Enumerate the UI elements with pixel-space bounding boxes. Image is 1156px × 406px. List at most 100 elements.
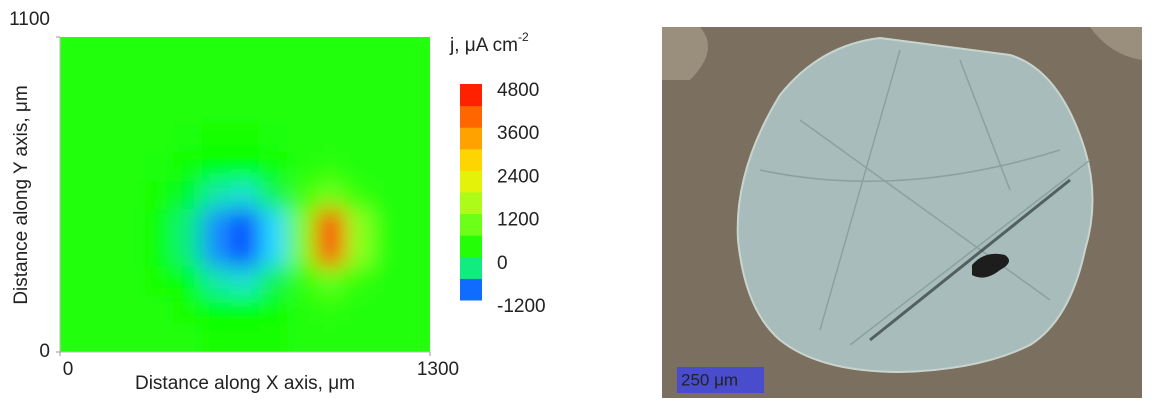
heat-cell bbox=[401, 151, 450, 181]
heat-cell bbox=[116, 65, 145, 95]
heat-cell bbox=[40, 237, 89, 267]
y-tick-label: 0 bbox=[39, 341, 50, 362]
heat-cell bbox=[316, 151, 345, 181]
heat-cell bbox=[287, 208, 316, 238]
heat-cell bbox=[401, 266, 450, 296]
heat-cell bbox=[230, 151, 259, 181]
colorbar-block bbox=[460, 84, 482, 106]
heat-cell bbox=[173, 151, 202, 181]
heat-cell bbox=[316, 17, 345, 67]
colorbar-title-main: j, μA cm bbox=[449, 35, 518, 56]
colorbar-block bbox=[460, 127, 482, 149]
colorbar-block bbox=[460, 257, 482, 279]
heat-cell bbox=[344, 180, 373, 210]
heat-cell bbox=[116, 180, 145, 210]
colorbar-tick-label: 1200 bbox=[497, 210, 539, 231]
heat-cell bbox=[202, 180, 231, 210]
heat-cell bbox=[116, 208, 145, 238]
heat-cell bbox=[344, 17, 373, 67]
heat-cell bbox=[287, 237, 316, 267]
heat-cell bbox=[401, 208, 450, 238]
heat-cell bbox=[316, 294, 345, 324]
heat-cell bbox=[88, 323, 117, 373]
heat-cell bbox=[373, 65, 402, 95]
heat-cell bbox=[373, 122, 402, 152]
heat-cell bbox=[259, 208, 288, 238]
heat-cell bbox=[88, 208, 117, 238]
heat-cell bbox=[344, 65, 373, 95]
colorbar-block bbox=[460, 192, 482, 214]
heat-cell bbox=[259, 65, 288, 95]
heat-cell bbox=[230, 65, 259, 95]
heat-cell bbox=[230, 94, 259, 124]
heat-cell bbox=[145, 122, 174, 152]
heatmap bbox=[40, 17, 451, 373]
heat-cell bbox=[88, 151, 117, 181]
heat-cell bbox=[344, 294, 373, 324]
y-tick-label: 1100 bbox=[9, 9, 50, 30]
heat-cell bbox=[344, 323, 373, 373]
heat-cell bbox=[373, 151, 402, 181]
heat-cell bbox=[373, 180, 402, 210]
heat-cell bbox=[40, 94, 89, 124]
heat-cell bbox=[88, 65, 117, 95]
heat-cell bbox=[116, 94, 145, 124]
heat-cell bbox=[116, 266, 145, 296]
heat-cell bbox=[344, 266, 373, 296]
heat-cell bbox=[316, 266, 345, 296]
x-tick-label: 0 bbox=[63, 359, 74, 380]
colorbar-block bbox=[460, 149, 482, 171]
heat-cell bbox=[116, 237, 145, 267]
colorbar-tick-label: 4800 bbox=[497, 80, 539, 101]
heatmap-cells bbox=[40, 17, 451, 373]
heat-cell bbox=[287, 17, 316, 67]
heat-cell bbox=[287, 180, 316, 210]
heat-cell bbox=[173, 323, 202, 373]
heat-cell bbox=[401, 17, 450, 67]
heat-cell bbox=[401, 122, 450, 152]
heat-cell bbox=[287, 65, 316, 95]
heat-cell bbox=[259, 17, 288, 67]
heat-cell bbox=[259, 237, 288, 267]
heat-cell bbox=[259, 294, 288, 324]
x-tick-label: 1300 bbox=[417, 359, 459, 380]
heat-cell bbox=[173, 180, 202, 210]
heat-cell bbox=[202, 294, 231, 324]
heat-cell bbox=[145, 65, 174, 95]
heat-cell bbox=[145, 151, 174, 181]
heat-cell bbox=[40, 65, 89, 95]
figure: Distance along X axis, μm Distance along… bbox=[0, 0, 1156, 401]
micrograph: 250 μm bbox=[662, 27, 1142, 398]
colorbar-block bbox=[460, 106, 482, 128]
heat-cell bbox=[145, 180, 174, 210]
heat-cell bbox=[344, 237, 373, 267]
heat-cell bbox=[40, 266, 89, 296]
heat-cell bbox=[287, 266, 316, 296]
colorbar-title: j, μA cm-2 bbox=[449, 30, 529, 56]
heat-cell bbox=[401, 294, 450, 324]
heat-cell bbox=[316, 180, 345, 210]
heat-cell bbox=[230, 294, 259, 324]
heat-cell bbox=[230, 237, 259, 267]
heat-cell bbox=[316, 65, 345, 95]
heat-cell bbox=[173, 266, 202, 296]
heat-cell bbox=[344, 208, 373, 238]
heat-cell bbox=[173, 65, 202, 95]
heat-cell bbox=[230, 323, 259, 373]
heat-cell bbox=[287, 151, 316, 181]
heat-cell bbox=[202, 323, 231, 373]
heat-cell bbox=[401, 65, 450, 95]
heat-cell bbox=[173, 17, 202, 67]
heat-cell bbox=[230, 208, 259, 238]
heat-cell bbox=[316, 208, 345, 238]
heat-cell bbox=[202, 266, 231, 296]
heat-cell bbox=[145, 208, 174, 238]
heat-cell bbox=[116, 122, 145, 152]
heat-cell bbox=[259, 266, 288, 296]
colorbar-block bbox=[460, 235, 482, 257]
heat-cell bbox=[401, 237, 450, 267]
heat-cell bbox=[40, 180, 89, 210]
heat-cell bbox=[259, 323, 288, 373]
heat-cell bbox=[202, 237, 231, 267]
heat-cell bbox=[259, 151, 288, 181]
